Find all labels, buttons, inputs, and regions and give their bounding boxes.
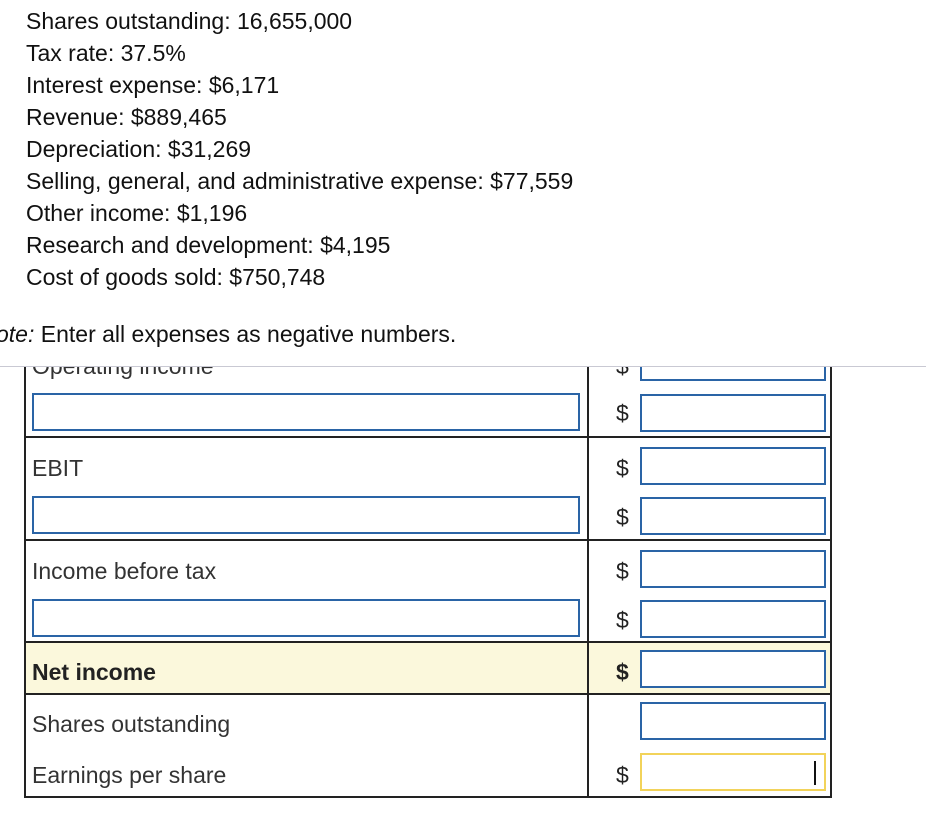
row-separator [26, 539, 830, 541]
label-operating-income: Operating income [32, 367, 214, 380]
line-item-label-input[interactable] [32, 496, 580, 534]
fact-sga-expense: Selling, general, and administrative exp… [26, 168, 574, 194]
table-row-blank-3: $ [26, 591, 830, 641]
net-income-input[interactable] [640, 650, 826, 688]
fact-interest-expense: Interest expense: $6,171 [26, 72, 280, 98]
income-before-tax-input[interactable] [640, 550, 826, 588]
label-ebit: EBIT [32, 455, 84, 481]
dollar-sign: $ [616, 659, 629, 685]
dollar-sign: $ [616, 504, 629, 530]
fact-shares-outstanding: Shares outstanding: 16,655,000 [26, 8, 353, 34]
text-cursor [814, 761, 816, 785]
line-item-label-input[interactable] [32, 393, 580, 431]
given-values-list: Shares outstanding: 16,655,000 Tax rate:… [26, 5, 573, 293]
fact-research-development: Research and development: $4,195 [26, 232, 391, 258]
instruction-note: ote: Enter all expenses as negative numb… [0, 318, 456, 350]
fact-revenue: Revenue: $889,465 [26, 104, 227, 130]
line-item-amount-input[interactable] [640, 600, 826, 638]
shares-outstanding-input[interactable] [640, 702, 826, 740]
label-income-before-tax: Income before tax [32, 558, 217, 584]
table-row-operating-income: Operating income $ [26, 367, 830, 385]
line-item-amount-input[interactable] [640, 394, 826, 432]
operating-income-input[interactable] [640, 367, 826, 381]
dollar-sign: $ [616, 607, 629, 633]
note-text: Enter all expenses as negative numbers. [34, 321, 457, 347]
note-prefix: ote: [0, 321, 35, 347]
label-earnings-per-share: Earnings per share [32, 762, 227, 788]
divider [0, 366, 926, 367]
label-net-income: Net income [32, 659, 156, 685]
table-row-eps: Earnings per share $ [26, 745, 830, 796]
dollar-sign: $ [616, 558, 629, 584]
table-row-net-income: Net income $ [26, 643, 830, 693]
table-row-blank-1: $ [26, 385, 830, 436]
ebit-input[interactable] [640, 447, 826, 485]
eps-input[interactable] [640, 753, 826, 791]
table-row-blank-2: $ [26, 488, 830, 538]
fact-other-income: Other income: $1,196 [26, 200, 248, 226]
row-separator [26, 693, 830, 695]
column-divider [587, 367, 589, 796]
fact-cost-of-goods-sold: Cost of goods sold: $750,748 [26, 264, 326, 290]
dollar-sign: $ [616, 367, 629, 380]
table-row-shares-outstanding: Shares outstanding [26, 695, 830, 745]
fact-depreciation: Depreciation: $31,269 [26, 136, 252, 162]
dollar-sign: $ [616, 400, 629, 426]
table-row-income-before-tax: Income before tax $ [26, 541, 830, 591]
dollar-sign: $ [616, 455, 629, 481]
income-statement-table: Operating income $ $ EBIT $ $ Income bef… [24, 367, 832, 798]
fact-tax-rate: Tax rate: 37.5% [26, 40, 186, 66]
table-row-ebit: EBIT $ [26, 438, 830, 488]
row-separator [26, 641, 830, 643]
dollar-sign: $ [616, 762, 629, 788]
row-separator [26, 436, 830, 438]
line-item-label-input[interactable] [32, 599, 580, 637]
label-shares-outstanding: Shares outstanding [32, 711, 231, 737]
line-item-amount-input[interactable] [640, 497, 826, 535]
